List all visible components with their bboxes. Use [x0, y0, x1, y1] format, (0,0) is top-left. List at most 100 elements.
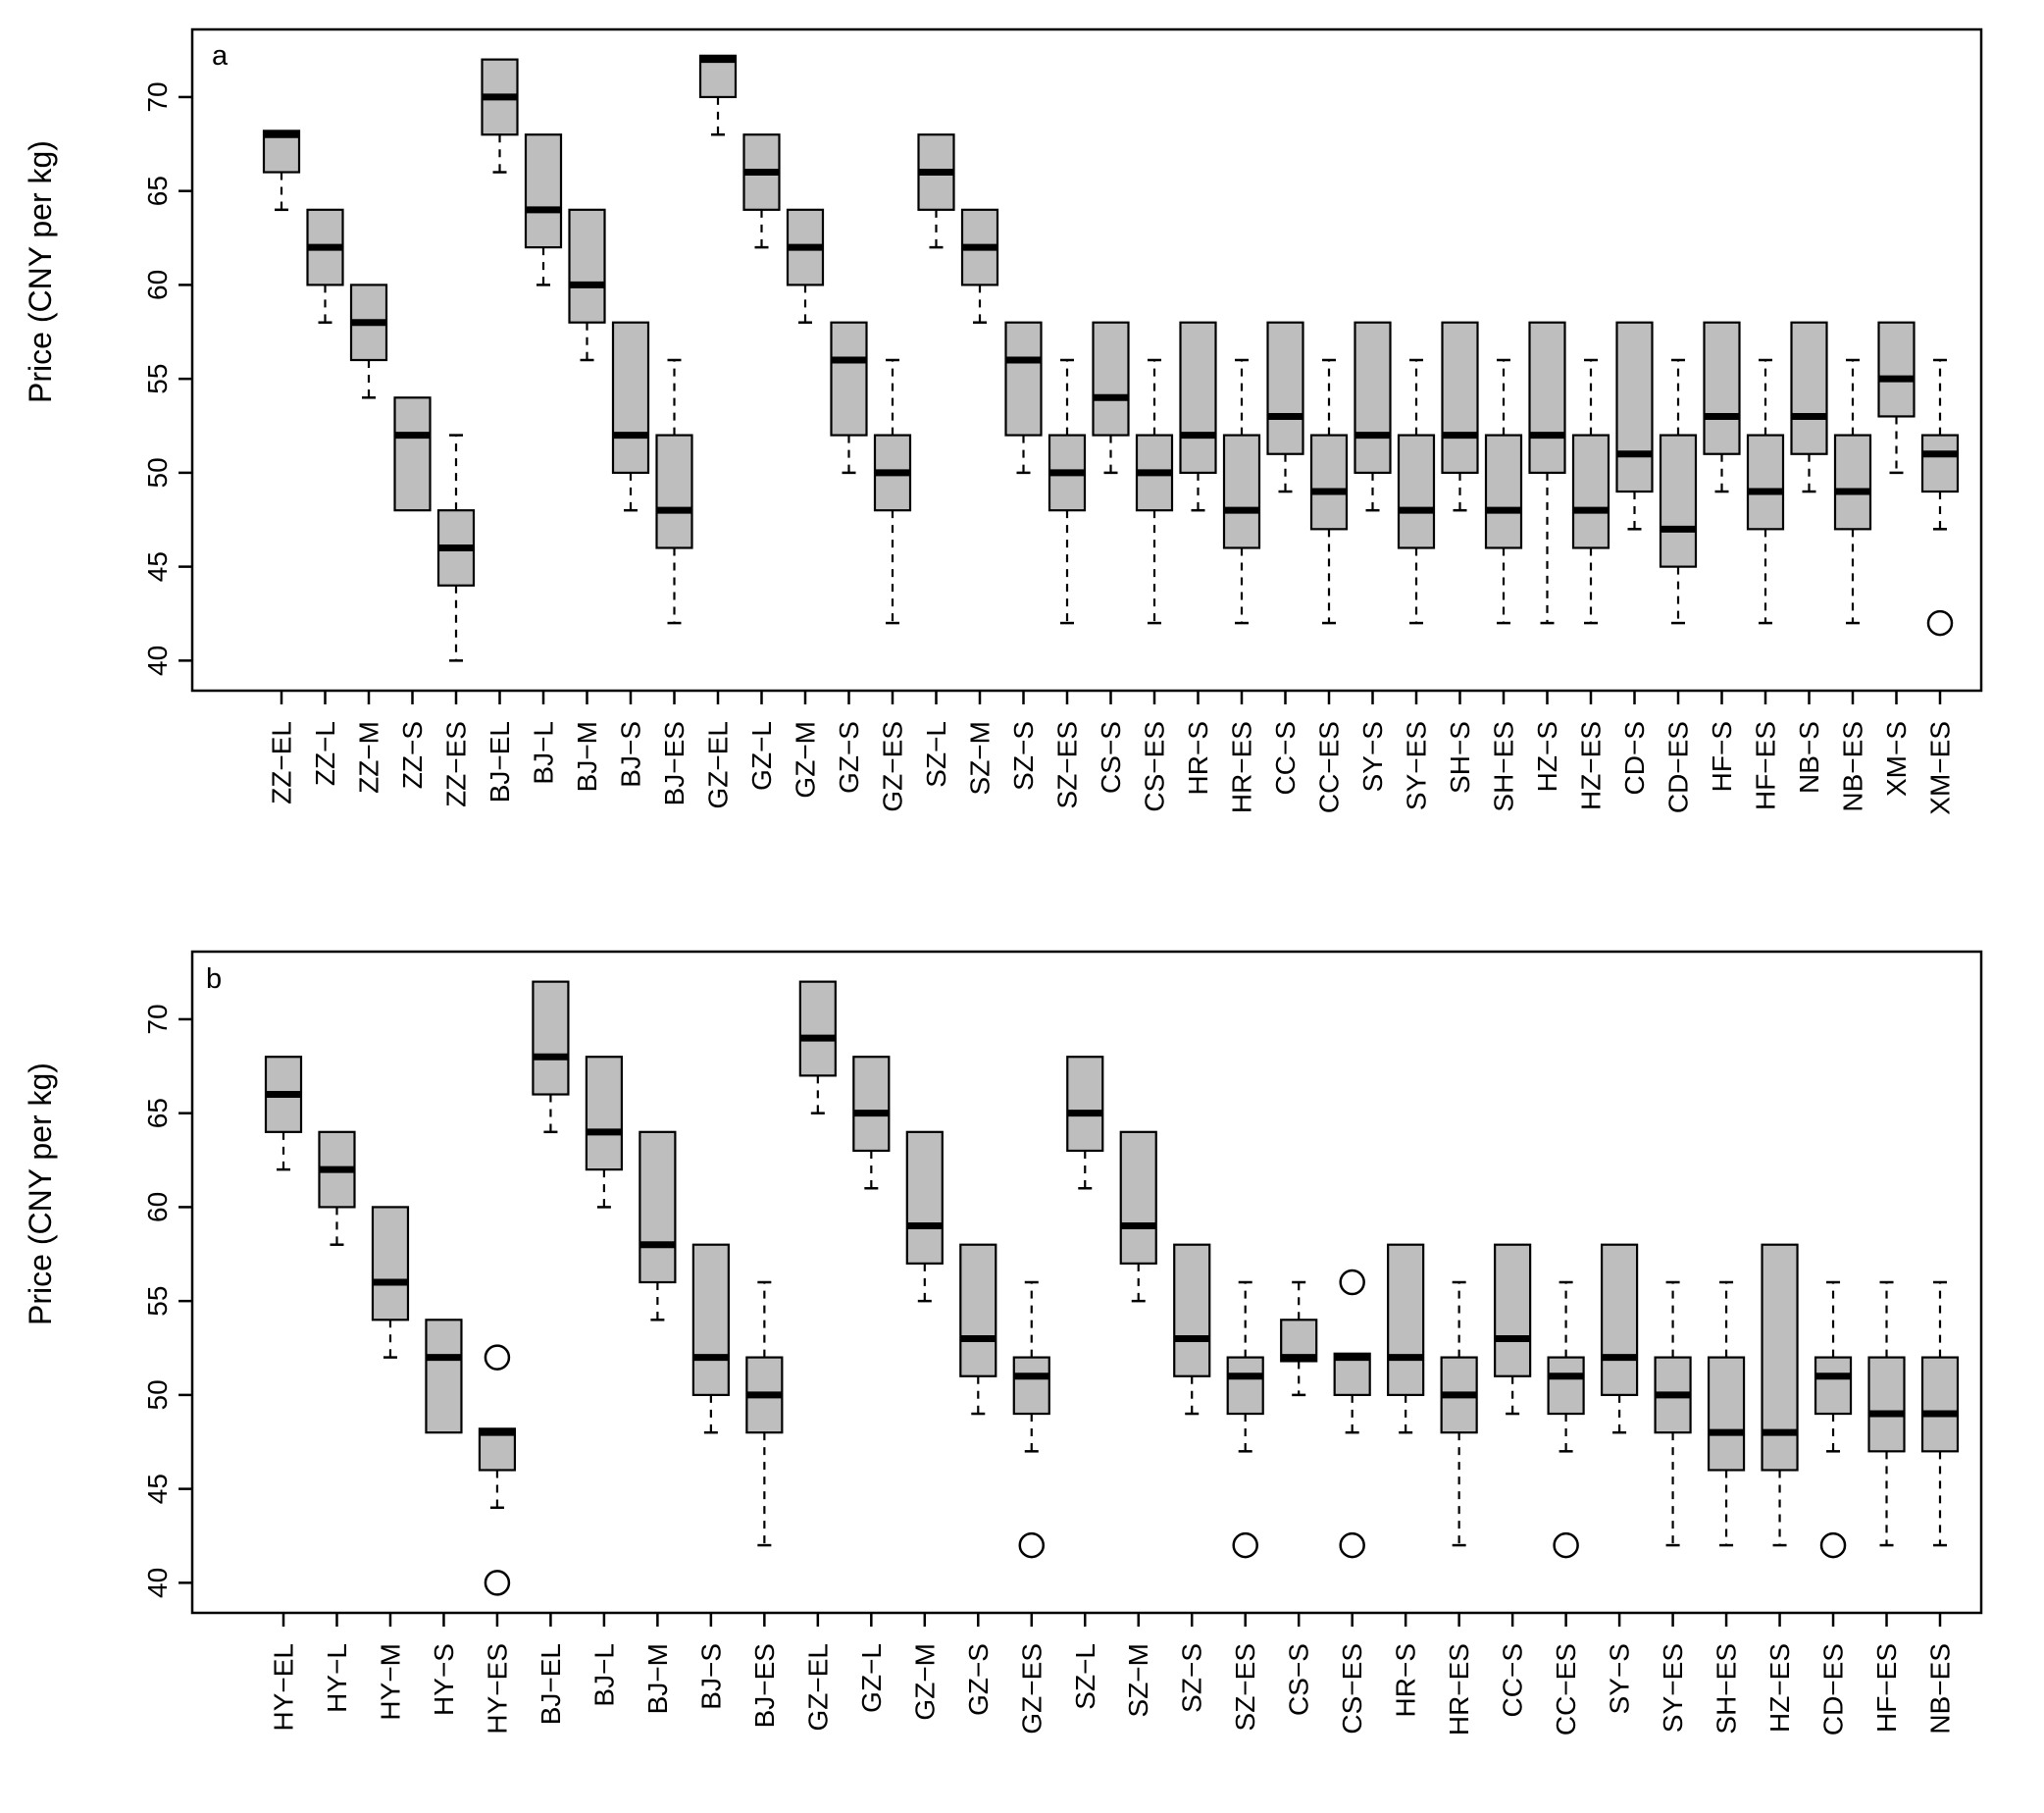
panel-a-sh-s-box [1441, 321, 1479, 474]
panel-b-cd-es-box-group [1814, 1280, 1853, 1559]
panel-b-hy-el-x-label: HY−EL [269, 1643, 299, 1732]
panel-b-gz-es-box [1012, 1356, 1050, 1416]
panel-a-cd-s-x-label: CD−S [1619, 721, 1650, 795]
panel-a-cc-es-box [1309, 434, 1349, 531]
panel-b-cs-es-x-label: CS−ES [1337, 1643, 1367, 1735]
panel-b-hr-es-x-label: HR−ES [1444, 1643, 1474, 1735]
panel-b-gz-es-x-label: GZ−ES [1016, 1643, 1047, 1735]
panel-a-cs-s-x-label: CS−S [1096, 721, 1126, 794]
panel-b-cs-es-box-group [1333, 1269, 1371, 1559]
panel-a-bj-m-box-group [568, 208, 606, 362]
panel-b-cc-s-x-label: CC−S [1498, 1643, 1528, 1717]
panel-a-sh-es-box [1484, 434, 1523, 549]
panel-a-y-tick-label-60: 60 [142, 270, 173, 300]
panel-a-sz-s-box [1004, 321, 1043, 437]
panel-b-cs-s-x-label: CS−S [1284, 1643, 1314, 1716]
panel-b-cd-es-box [1814, 1356, 1853, 1416]
panel-b-boxes [264, 980, 1960, 1596]
panel-b-gz-l-box-group [852, 1056, 891, 1190]
panel-b-hy-es-x-label: HY−ES [482, 1643, 512, 1735]
panel-a-cs-s-box-group [1092, 321, 1130, 475]
panel-a: a Price (CNY per kg) 40 45 50 55 60 65 70 ZZ−EL… [23, 27, 1983, 815]
panel-a-hr-s-box-group [1179, 321, 1217, 512]
panel-b-sz-s-box-group [1173, 1243, 1211, 1416]
panel-b-sy-s-box-group [1600, 1243, 1639, 1434]
panel-b: b Price (CNY per kg) 40 45 50 55 60 65 70 HY−EL… [23, 950, 1983, 1735]
panel-b-gz-m-x-label: GZ−M [909, 1643, 940, 1721]
panel-b-cc-es-box [1547, 1356, 1585, 1416]
panel-b-sz-s-box [1173, 1243, 1211, 1377]
panel-a-sh-s-x-label: SH−S [1445, 721, 1475, 794]
panel-a-y-tick-label-40: 40 [142, 646, 173, 676]
panel-a-cc-es-box-group [1309, 358, 1349, 625]
panel-b-sh-es-box [1707, 1356, 1746, 1472]
panel-a-gz-m-box-group [786, 208, 825, 324]
panel-a-bj-s-box-group [611, 321, 650, 512]
panel-a-gz-el-x-label: GZ−EL [703, 721, 734, 808]
panel-b-sz-es-box [1226, 1356, 1264, 1416]
panel-a-gz-s-box-group [830, 321, 868, 475]
panel-a-sz-es-box-group [1048, 358, 1087, 625]
panel-b-bj-el-box-group [532, 980, 570, 1134]
panel-b-cc-es-outlier-0 [1553, 1531, 1579, 1559]
panel-b-sz-l-box-group [1066, 1056, 1104, 1190]
panel-b-axes: 40 45 50 55 60 65 70 HY−EL HY−L HY−M HY−S HY−ES BJ−E… [142, 950, 1983, 1735]
panel-a-cs-es-box-group [1135, 358, 1174, 625]
panel-a-nb-es-x-label: NB−ES [1838, 721, 1868, 812]
panel-b-hy-l-box-group [318, 1130, 356, 1246]
panel-b-hy-s-box-group [425, 1319, 463, 1434]
panel-b-hr-s-box [1387, 1243, 1425, 1396]
panel-a-cd-es-box-group [1659, 358, 1698, 625]
panel-b-hf-es-x-label: HF−ES [1871, 1643, 1902, 1733]
panel-a-hf-es-box [1746, 434, 1785, 531]
panel-a-nb-s-x-label: NB−S [1794, 721, 1824, 794]
panel-b-gz-es-outlier-0 [1018, 1531, 1046, 1559]
panel-a-y-tick-label-70: 70 [142, 81, 173, 112]
panel-b-cc-s-box [1494, 1243, 1532, 1377]
panel-b-bj-l-box-group [585, 1056, 624, 1209]
panel-a-hf-s-box-group [1703, 321, 1741, 493]
panel-a-gz-l-x-label: GZ−L [746, 721, 777, 791]
panel-b-gz-l-box [852, 1056, 891, 1153]
panel-a-xm-s-box [1877, 321, 1916, 418]
panel-b-sz-m-box-group [1119, 1130, 1157, 1303]
panel-a-zz-el-x-label: ZZ−EL [267, 721, 297, 804]
panel-a-cc-s-box [1266, 321, 1304, 455]
panel-a-bj-el-box-group [481, 58, 519, 174]
panel-b-hf-es-box [1867, 1356, 1906, 1453]
panel-a-gz-m-x-label: GZ−M [791, 721, 821, 799]
panel-a-hr-s-box [1179, 321, 1217, 474]
panel-b-bj-el-x-label: BJ−EL [536, 1643, 566, 1725]
panel-a-cc-es-x-label: CC−ES [1314, 721, 1345, 813]
panel-a-hz-es-x-label: HZ−ES [1576, 721, 1607, 810]
panel-b-bj-s-x-label: BJ−S [695, 1643, 726, 1710]
panel-a-sy-s-box-group [1354, 321, 1392, 512]
panel-a-gz-es-x-label: GZ−ES [878, 721, 908, 812]
panel-b-gz-el-box-group [798, 980, 837, 1114]
panel-a-hf-s-box [1703, 321, 1741, 455]
panel-b-bj-s-box [691, 1243, 730, 1396]
panel-a-sz-s-x-label: SZ−S [1008, 721, 1039, 791]
panel-a-bj-s-box [611, 321, 650, 474]
panel-b-hy-l-x-label: HY−L [322, 1643, 352, 1713]
panel-a-zz-el-box-group [262, 130, 301, 212]
panel-a-hr-es-box-group [1222, 358, 1261, 625]
panel-b-cd-es-x-label: CD−ES [1818, 1643, 1849, 1735]
panel-a-hz-s-box-group [1528, 321, 1566, 625]
panel-b-gz-s-box [959, 1243, 997, 1377]
panel-a-gz-l-box-group [742, 133, 781, 249]
panel-a-bj-el-x-label: BJ−EL [485, 721, 515, 803]
panel-b-cc-es-box-group [1547, 1280, 1585, 1559]
panel-b-sz-m-x-label: SZ−M [1123, 1643, 1153, 1717]
panel-a-bj-l-box-group [524, 133, 563, 286]
panel-a-xm-es-box-group [1920, 358, 1960, 637]
panel-b-gz-l-x-label: GZ−L [856, 1643, 887, 1713]
panel-b-hy-es-box-group [478, 1344, 517, 1596]
panel-b-sy-es-box-group [1654, 1280, 1692, 1547]
panel-b-sz-es-outlier-0 [1232, 1531, 1258, 1559]
panel-a-gz-s-x-label: GZ−S [834, 721, 864, 794]
panel-b-hy-m-box [371, 1206, 410, 1321]
panel-b-hr-s-box-group [1387, 1243, 1425, 1434]
panel-a-hf-es-box-group [1746, 358, 1785, 625]
